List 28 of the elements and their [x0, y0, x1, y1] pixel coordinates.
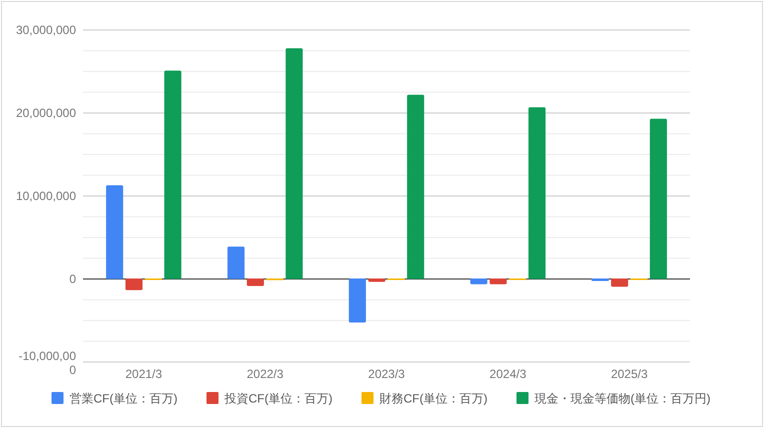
bar: [490, 278, 507, 284]
bar: [164, 70, 182, 279]
bar: [348, 278, 366, 322]
x-tick-label: 2021/3: [125, 367, 162, 381]
bar: [611, 278, 628, 287]
bar: [650, 118, 667, 279]
bar: [227, 246, 245, 279]
bar: [246, 278, 264, 286]
bar: [286, 48, 303, 279]
y-tick-label: 30,000,000: [16, 23, 76, 37]
bar: [106, 185, 124, 279]
bar: [407, 94, 424, 279]
y-tick-label: 10,000,000: [16, 189, 76, 203]
legend-label: 現金・現金等価物(単位：百万円): [534, 392, 710, 406]
legend-label: 財務CF(単位：百万): [380, 392, 488, 406]
y-tick-label: 0: [69, 272, 76, 286]
x-tick-label: 2025/3: [610, 367, 648, 381]
bar: [470, 278, 488, 284]
bar: [125, 278, 143, 290]
legend-label: 投資CF(単位：百万): [224, 392, 332, 406]
bar: [528, 107, 546, 279]
y-tick-label: -10,000,000: [18, 349, 76, 377]
legend-label: 営業CF(単位：百万): [70, 392, 178, 406]
bar: [368, 278, 386, 282]
x-tick-label: 2024/3: [490, 367, 527, 381]
x-tick-label: 2022/3: [246, 367, 284, 381]
x-tick-label: 2023/3: [368, 367, 406, 381]
y-tick-label: 20,000,000: [16, 106, 76, 120]
